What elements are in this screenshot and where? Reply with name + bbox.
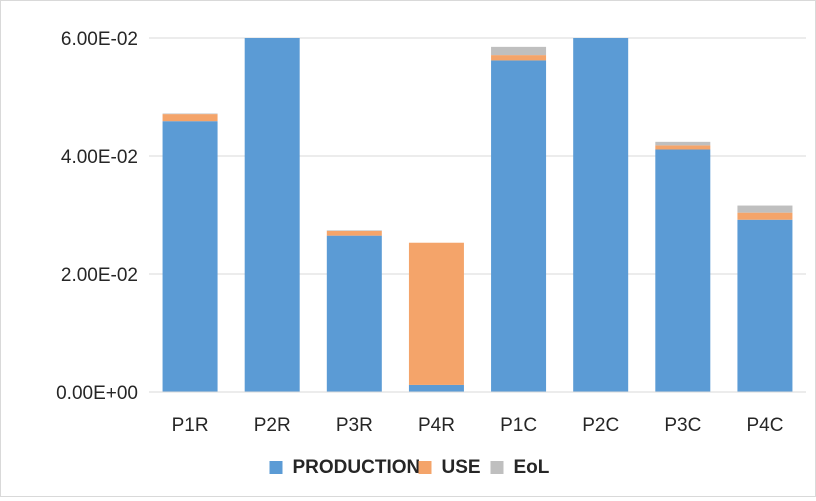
bar-segment-use-p1r	[162, 114, 218, 122]
bar-segment-use-p3r	[326, 230, 382, 236]
bar-segment-use-p1c	[491, 55, 547, 61]
bars	[162, 38, 793, 393]
legend-swatch-use	[418, 461, 432, 474]
x-tick-label: P2R	[254, 415, 291, 436]
y-tick-label: 6.00E-02	[61, 29, 138, 50]
legend-label-use: USE	[442, 457, 481, 478]
x-tick-label: P4C	[746, 415, 783, 436]
legend-label-production: PRODUCTION	[293, 457, 421, 478]
bar-segment-use-p4c	[737, 212, 793, 220]
y-tick-label: 2.00E-02	[61, 265, 138, 286]
x-tick-label: P1R	[172, 415, 209, 436]
bar-segment-eol-p1c	[491, 46, 547, 56]
x-tick-label: P3R	[336, 415, 373, 436]
legend-label-eol: EoL	[514, 457, 550, 478]
x-axis-tick-labels: P1R P2R P3R P4R P1C P2C P3C P4C	[172, 415, 784, 436]
bar-segment-production-p3c	[655, 149, 711, 392]
legend: PRODUCTION USE EoL	[269, 457, 550, 478]
bar-segment-production-p4c	[737, 219, 793, 392]
bar-segment-use-p4r	[408, 242, 464, 385]
bar-segment-production-p1c	[491, 60, 547, 393]
legend-swatch-eol	[490, 461, 504, 474]
y-tick-label: 4.00E-02	[61, 147, 138, 168]
x-tick-label: P1C	[500, 415, 537, 436]
x-tick-label: P3C	[664, 415, 701, 436]
bar-segment-production-p2r	[244, 38, 300, 392]
bar-segment-production-p4r	[408, 384, 464, 392]
bar-segment-eol-p3r	[326, 230, 382, 231]
legend-swatch-production	[269, 461, 283, 474]
x-tick-label: P4R	[418, 415, 455, 436]
y-tick-label: 0.00E+00	[56, 383, 138, 404]
bar-segment-eol-p1r	[162, 113, 218, 115]
bar-segment-use-p3c	[655, 145, 711, 150]
bar-segment-eol-p3c	[655, 141, 711, 146]
bar-segment-production-p3r	[326, 235, 382, 392]
bar-segment-production-p2c	[573, 38, 629, 392]
bar-segment-production-p1r	[162, 121, 218, 392]
x-tick-label: P2C	[582, 415, 619, 436]
y-axis-tick-labels: 0.00E+00 2.00E-02 4.00E-02 6.00E-02	[56, 29, 138, 404]
bar-segment-eol-p4c	[737, 205, 793, 213]
